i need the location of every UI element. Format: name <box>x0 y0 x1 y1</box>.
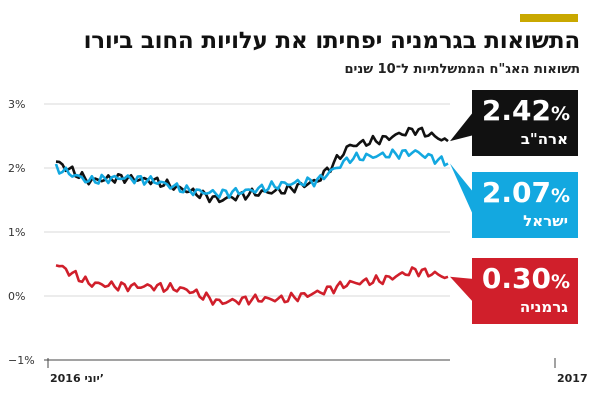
x-tick-label: 2017 יוני’ <box>557 372 590 385</box>
badge-us-label: ארה"ב <box>520 130 568 148</box>
y-tick-label: 2% <box>8 162 25 175</box>
accent-bar <box>520 14 578 22</box>
badge-pointer <box>450 163 474 217</box>
series-line <box>55 126 449 204</box>
badge-germany-unit: % <box>550 271 570 293</box>
badge-pointers <box>450 111 474 303</box>
badge-germany-label: גרמניה <box>519 298 568 316</box>
series-lines <box>54 126 449 306</box>
badge-germany-value: 0.30% <box>482 264 570 297</box>
badge-israel-value: 2.07% <box>482 178 570 211</box>
badge-us: 2.42% ארה"ב <box>472 90 578 156</box>
badge-pointer <box>450 111 474 142</box>
badge-pointer <box>450 276 474 303</box>
chart-subtitle: תשואות האג"ח הממשלתיות ל־10 שנים <box>344 62 580 77</box>
y-tick-label: 3% <box>8 98 25 111</box>
badge-germany: 0.30% גרמניה <box>472 258 578 324</box>
badge-us-value: 2.42% <box>482 96 570 129</box>
badge-israel-unit: % <box>550 185 570 207</box>
series-line <box>54 148 449 199</box>
badge-us-unit: % <box>550 103 570 125</box>
chart-title: התשואות בגרמניה יפחיתו את עלויות החוב בי… <box>83 28 581 54</box>
grid <box>44 103 450 361</box>
y-tick-label: −1% <box>8 354 35 367</box>
badge-israel-number: 2.07 <box>481 176 551 209</box>
badge-israel-label: ישראל <box>523 212 568 230</box>
badge-israel: 2.07% ישראל <box>472 172 578 238</box>
y-tick-label: 1% <box>8 226 25 239</box>
y-tick-label: 0% <box>8 290 25 303</box>
x-tick-label: 2016 יוני’ <box>50 372 104 385</box>
x-axis: 2016 יוני’ 2017 יוני’ <box>44 358 590 385</box>
badge-germany-number: 0.30 <box>481 262 551 295</box>
series-line <box>55 264 449 306</box>
y-axis-ticks: 3% 2% 1% 0% −1% <box>8 98 35 367</box>
badge-us-number: 2.42 <box>481 94 551 127</box>
